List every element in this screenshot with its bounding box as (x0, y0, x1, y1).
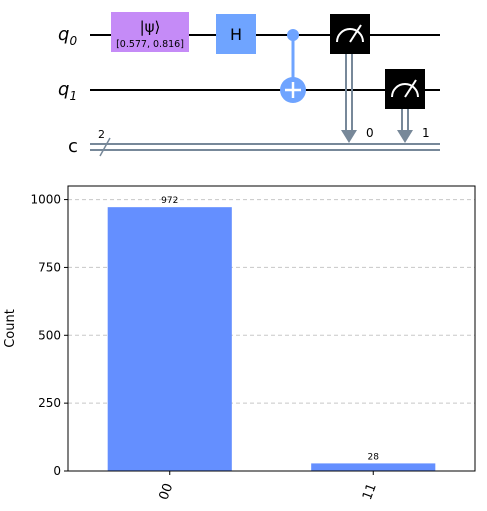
bar-value-label: 28 (368, 452, 380, 462)
measure-target-0: 0 (366, 126, 374, 140)
histogram-chart: 972 28 0 250 500 750 1000 00 11 Count (3, 185, 476, 502)
initialize-gate-params: [0.577, 0.816] (116, 39, 184, 50)
bar-11 (311, 463, 436, 471)
cnot-control-dot (287, 29, 299, 41)
initialize-gate: |ψ⟩ [0.577, 0.816] (111, 12, 189, 52)
qubit-0-label: q0 (58, 24, 77, 48)
measure-gate-0: 0 (330, 14, 374, 143)
chart-bar-value-labels: 972 28 (161, 196, 379, 462)
classical-wire (90, 143, 440, 151)
classical-bundle-slash (99, 137, 111, 157)
hadamard-gate: H (216, 14, 256, 54)
qubit-1-label: q1 (58, 79, 77, 103)
circuit-diagram: q0 q1 c 2 |ψ⟩ [0.577, 0.816] H (58, 12, 440, 157)
classical-width-label: 2 (98, 128, 105, 141)
chart-grid (68, 199, 475, 404)
y-tick-label: 500 (38, 328, 61, 342)
initialize-gate-label: |ψ⟩ (140, 18, 161, 36)
x-tick-label: 11 (360, 481, 380, 502)
measure-gate-1: 1 (385, 69, 430, 143)
bar-00 (107, 207, 232, 471)
classical-register-label: c (68, 136, 78, 157)
y-tick-label: 0 (53, 464, 61, 478)
chart-bars (107, 207, 436, 471)
meter-icon (336, 28, 364, 43)
x-tick-label: 00 (157, 481, 177, 502)
measure-target-1: 1 (422, 126, 430, 140)
cnot-gate (280, 29, 306, 103)
meter-icon (391, 83, 419, 98)
x-axis-ticks: 00 11 (157, 471, 380, 502)
bar-value-label: 972 (161, 196, 178, 206)
y-tick-label: 750 (38, 260, 61, 274)
hadamard-gate-label: H (230, 25, 242, 44)
y-tick-label: 250 (38, 396, 61, 410)
y-axis-label: Count (3, 309, 18, 348)
y-tick-label: 1000 (30, 193, 61, 207)
y-axis-ticks: 0 250 500 750 1000 (30, 193, 68, 478)
plot-frame (67, 185, 476, 472)
